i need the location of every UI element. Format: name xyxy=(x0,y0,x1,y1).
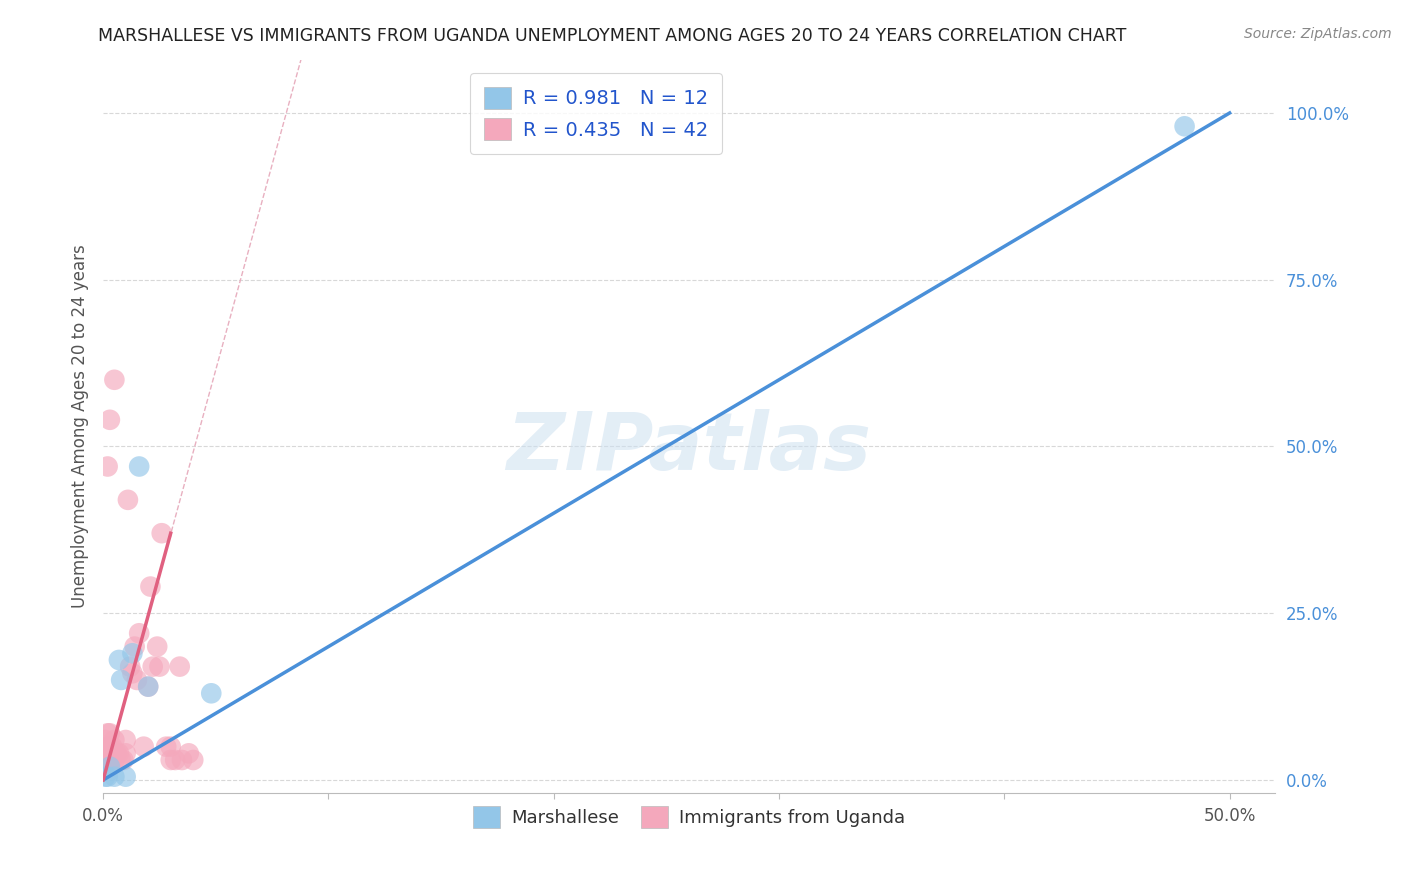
Point xyxy=(114,770,136,784)
Legend: Marshallese, Immigrants from Uganda: Marshallese, Immigrants from Uganda xyxy=(465,799,912,836)
Point xyxy=(103,753,125,767)
Point xyxy=(98,759,121,773)
Y-axis label: Unemployment Among Ages 20 to 24 years: Unemployment Among Ages 20 to 24 years xyxy=(72,244,89,608)
Point xyxy=(148,659,170,673)
Point xyxy=(94,753,117,767)
Point xyxy=(105,747,128,761)
Point xyxy=(150,526,173,541)
Point xyxy=(97,726,120,740)
Point xyxy=(124,640,146,654)
Point xyxy=(103,373,125,387)
Point xyxy=(101,753,124,767)
Point xyxy=(108,653,131,667)
Point xyxy=(108,747,131,761)
Point xyxy=(155,739,177,754)
Point xyxy=(93,759,115,773)
Point xyxy=(146,640,169,654)
Point xyxy=(103,747,125,761)
Point xyxy=(121,666,143,681)
Point xyxy=(170,753,193,767)
Point xyxy=(128,626,150,640)
Point xyxy=(159,753,181,767)
Point xyxy=(97,739,120,754)
Text: Source: ZipAtlas.com: Source: ZipAtlas.com xyxy=(1244,27,1392,41)
Point xyxy=(139,580,162,594)
Point xyxy=(200,686,222,700)
Point xyxy=(98,747,121,761)
Point xyxy=(121,646,143,660)
Point xyxy=(1174,120,1197,134)
Text: ZIPatlas: ZIPatlas xyxy=(506,409,872,488)
Point xyxy=(110,753,132,767)
Point xyxy=(114,747,136,761)
Text: MARSHALLESE VS IMMIGRANTS FROM UGANDA UNEMPLOYMENT AMONG AGES 20 TO 24 YEARS COR: MARSHALLESE VS IMMIGRANTS FROM UGANDA UN… xyxy=(98,27,1126,45)
Point xyxy=(112,753,135,767)
Point xyxy=(136,680,159,694)
Point xyxy=(98,413,121,427)
Point xyxy=(128,459,150,474)
Point xyxy=(98,739,121,754)
Point xyxy=(169,659,191,673)
Point xyxy=(103,733,125,747)
Point xyxy=(98,726,121,740)
Point xyxy=(132,739,155,754)
Point xyxy=(177,747,200,761)
Point xyxy=(136,680,159,694)
Point xyxy=(97,770,120,784)
Point xyxy=(125,673,148,687)
Point xyxy=(120,659,142,673)
Point xyxy=(94,733,117,747)
Point xyxy=(117,492,139,507)
Point xyxy=(94,770,117,784)
Point xyxy=(97,753,120,767)
Point xyxy=(103,770,125,784)
Point xyxy=(181,753,204,767)
Point xyxy=(142,659,165,673)
Point xyxy=(165,753,187,767)
Point xyxy=(159,739,181,754)
Point xyxy=(110,673,132,687)
Point xyxy=(97,459,120,474)
Point xyxy=(114,733,136,747)
Point xyxy=(94,747,117,761)
Point xyxy=(101,739,124,754)
